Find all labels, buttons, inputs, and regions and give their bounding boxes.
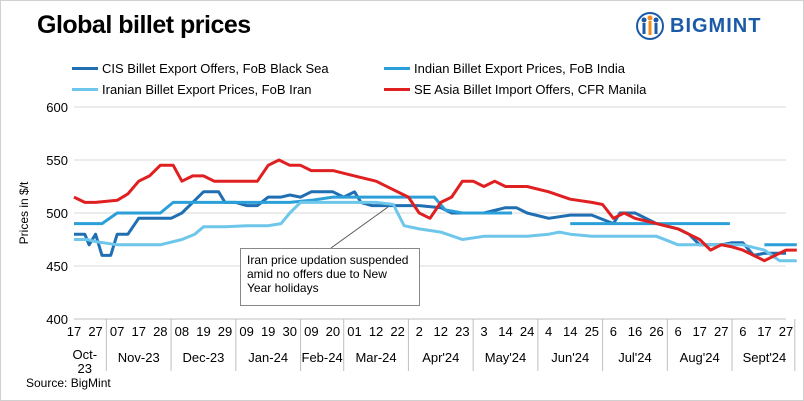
x-tick-label: 6 — [610, 324, 617, 339]
x-tick-label: 17 — [131, 324, 145, 339]
x-tick-label: 4 — [545, 324, 552, 339]
legend-item-india: Indian Billet Export Prices, FoB India — [384, 61, 625, 76]
month-label: Aug'24 — [680, 350, 720, 365]
x-tick-label: 6 — [675, 324, 682, 339]
y-tick-label: 450 — [46, 259, 68, 274]
legend-label: CIS Billet Export Offers, FoB Black Sea — [102, 61, 329, 76]
series-line-sea — [73, 158, 797, 263]
y-tick-label: 500 — [46, 206, 68, 221]
x-tick-label: 29 — [218, 324, 232, 339]
legend-label: Iranian Billet Export Prices, FoB Iran — [102, 82, 312, 97]
month-label: Dec-23 — [182, 350, 224, 365]
x-tick-label: 14 — [563, 324, 577, 339]
source-note: Source: BigMint — [26, 376, 111, 390]
month-label: Jul'24 — [618, 350, 652, 365]
x-tick-label: 09 — [304, 324, 318, 339]
month-label: Nov-23 — [118, 350, 160, 365]
legend-item-sea: SE Asia Billet Import Offers, CFR Manila — [384, 82, 646, 97]
brand-logo: BIGMINT — [636, 10, 761, 42]
legend-label: SE Asia Billet Import Offers, CFR Manila — [414, 82, 647, 97]
legend-swatch — [384, 67, 410, 70]
x-tick-label: 26 — [649, 324, 663, 339]
brand-name: BIGMINT — [670, 14, 762, 37]
month-label: May'24 — [485, 350, 527, 365]
x-tick-label: 27 — [88, 324, 102, 339]
x-tick-label: 2 — [416, 324, 423, 339]
legend-swatch — [72, 67, 98, 70]
legend-label: Indian Billet Export Prices, FoB India — [414, 61, 625, 76]
x-tick-label: 12 — [369, 324, 383, 339]
x-tick-label: 17 — [757, 324, 771, 339]
x-tick-label: 6 — [739, 324, 746, 339]
x-tick-label: 01 — [347, 324, 361, 339]
series-line-iran — [74, 200, 797, 263]
x-tick-label: 19 — [196, 324, 210, 339]
x-tick-label: 22 — [390, 324, 404, 339]
month-label: Apr'24 — [422, 350, 459, 365]
month-label: Oct- — [73, 347, 98, 362]
x-tick-label: 25 — [585, 324, 599, 339]
x-tick-label: 20 — [326, 324, 340, 339]
x-tick-label: 23 — [455, 324, 469, 339]
y-tick-label: 600 — [46, 100, 68, 115]
x-tick-label: 09 — [239, 324, 253, 339]
month-label: Jun'24 — [551, 350, 589, 365]
y-tick-label: 400 — [46, 312, 68, 327]
y-tick-label: 550 — [46, 153, 68, 168]
legend-item-iran: Iranian Billet Export Prices, FoB Iran — [72, 82, 312, 97]
x-tick-label: 17 — [692, 324, 706, 339]
chart-title: Global billet prices — [37, 11, 251, 39]
legend-swatch — [384, 88, 410, 91]
x-tick-label: 12 — [434, 324, 448, 339]
x-tick-label: 24 — [520, 324, 534, 339]
month-label: Jan-24 — [248, 350, 288, 365]
x-tick-label: 08 — [175, 324, 189, 339]
x-tick-label: 30 — [283, 324, 297, 339]
x-tick-label: 14 — [498, 324, 512, 339]
annotation-box: Iran price updation suspended amid no of… — [240, 248, 420, 306]
y-axis-label: Prices in $/t — [17, 181, 31, 244]
x-tick-label: 17 — [67, 324, 81, 339]
month-label-cont: 23 — [78, 361, 92, 376]
legend-swatch — [72, 88, 98, 91]
x-tick-label: 28 — [153, 324, 167, 339]
x-tick-label: 27 — [714, 324, 728, 339]
month-label: Feb-24 — [302, 350, 343, 365]
month-label: Sept'24 — [743, 350, 787, 365]
x-tick-label: 3 — [480, 324, 487, 339]
legend-item-cis: CIS Billet Export Offers, FoB Black Sea — [72, 61, 329, 76]
x-tick-label: 19 — [261, 324, 275, 339]
annotation-leader — [330, 206, 389, 249]
bigmint-logo-icon — [636, 12, 664, 40]
x-tick-label: 07 — [110, 324, 124, 339]
x-tick-label: 16 — [628, 324, 642, 339]
x-tick-label: 27 — [779, 324, 793, 339]
month-label: Mar-24 — [355, 350, 396, 365]
